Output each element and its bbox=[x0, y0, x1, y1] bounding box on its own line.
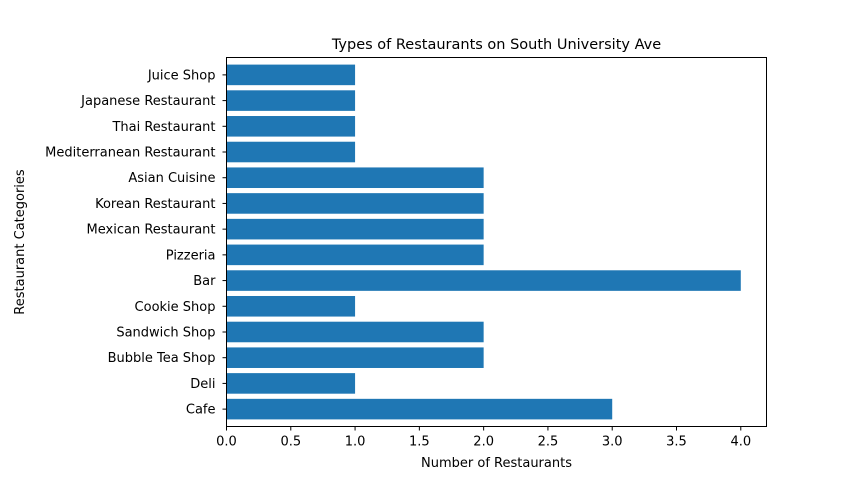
x-tick-label: 3.0 bbox=[602, 435, 623, 450]
bar bbox=[226, 270, 741, 291]
y-tick-label: Sandwich Shop bbox=[116, 325, 215, 340]
bar bbox=[226, 193, 484, 214]
x-tick-label: 2.0 bbox=[473, 435, 494, 450]
y-tick-label: Mexican Restaurant bbox=[87, 223, 216, 238]
x-tick-label: 3.5 bbox=[666, 435, 687, 450]
y-axis-ticks: Cafe Deli Bubble Tea Shop Sandwich Shop Cook… bbox=[45, 68, 227, 418]
bar bbox=[226, 321, 484, 343]
y-tick-label: Juice Shop bbox=[147, 68, 216, 83]
bar bbox=[226, 167, 484, 189]
bar bbox=[226, 90, 356, 111]
bar bbox=[226, 116, 356, 137]
bar bbox=[226, 347, 484, 368]
y-tick-label: Korean Restaurant bbox=[95, 197, 215, 212]
x-tick-label: 0.0 bbox=[216, 435, 237, 450]
x-tick-label: 1.5 bbox=[409, 435, 430, 450]
y-tick-label: Cafe bbox=[186, 403, 216, 418]
y-tick-label: Bar bbox=[193, 274, 216, 289]
y-tick-label: Mediterranean Restaurant bbox=[45, 146, 215, 161]
x-tick-label: 1.0 bbox=[345, 435, 366, 450]
y-axis-label: Restaurant Categories bbox=[13, 169, 28, 315]
x-tick-label: 4.0 bbox=[730, 435, 751, 450]
bar bbox=[226, 244, 484, 266]
x-axis-ticks: 0.0 0.5 1.0 1.5 2.0 2.5 3.0 3.5 4.0 bbox=[216, 426, 751, 450]
y-tick-label: Cookie Shop bbox=[135, 300, 216, 315]
y-tick-label: Asian Cuisine bbox=[128, 171, 215, 186]
bar bbox=[226, 218, 484, 240]
y-tick-label: Bubble Tea Shop bbox=[108, 351, 216, 366]
plot-frame bbox=[226, 57, 767, 427]
x-tick-label: 0.5 bbox=[280, 435, 301, 450]
y-tick-label: Pizzeria bbox=[166, 248, 216, 263]
bars-group bbox=[226, 64, 741, 420]
bar bbox=[226, 64, 356, 86]
bar bbox=[226, 295, 356, 317]
y-tick-label: Japanese Restaurant bbox=[80, 94, 215, 109]
x-axis-label: Number of Restaurants bbox=[421, 456, 572, 471]
chart-title: Types of Restaurants on South University… bbox=[331, 37, 661, 53]
y-tick-label: Thai Restaurant bbox=[111, 120, 215, 135]
x-tick-label: 2.5 bbox=[538, 435, 559, 450]
bar bbox=[226, 398, 613, 420]
bar bbox=[226, 373, 356, 394]
y-tick-label: Deli bbox=[190, 377, 215, 392]
bar bbox=[226, 141, 356, 163]
